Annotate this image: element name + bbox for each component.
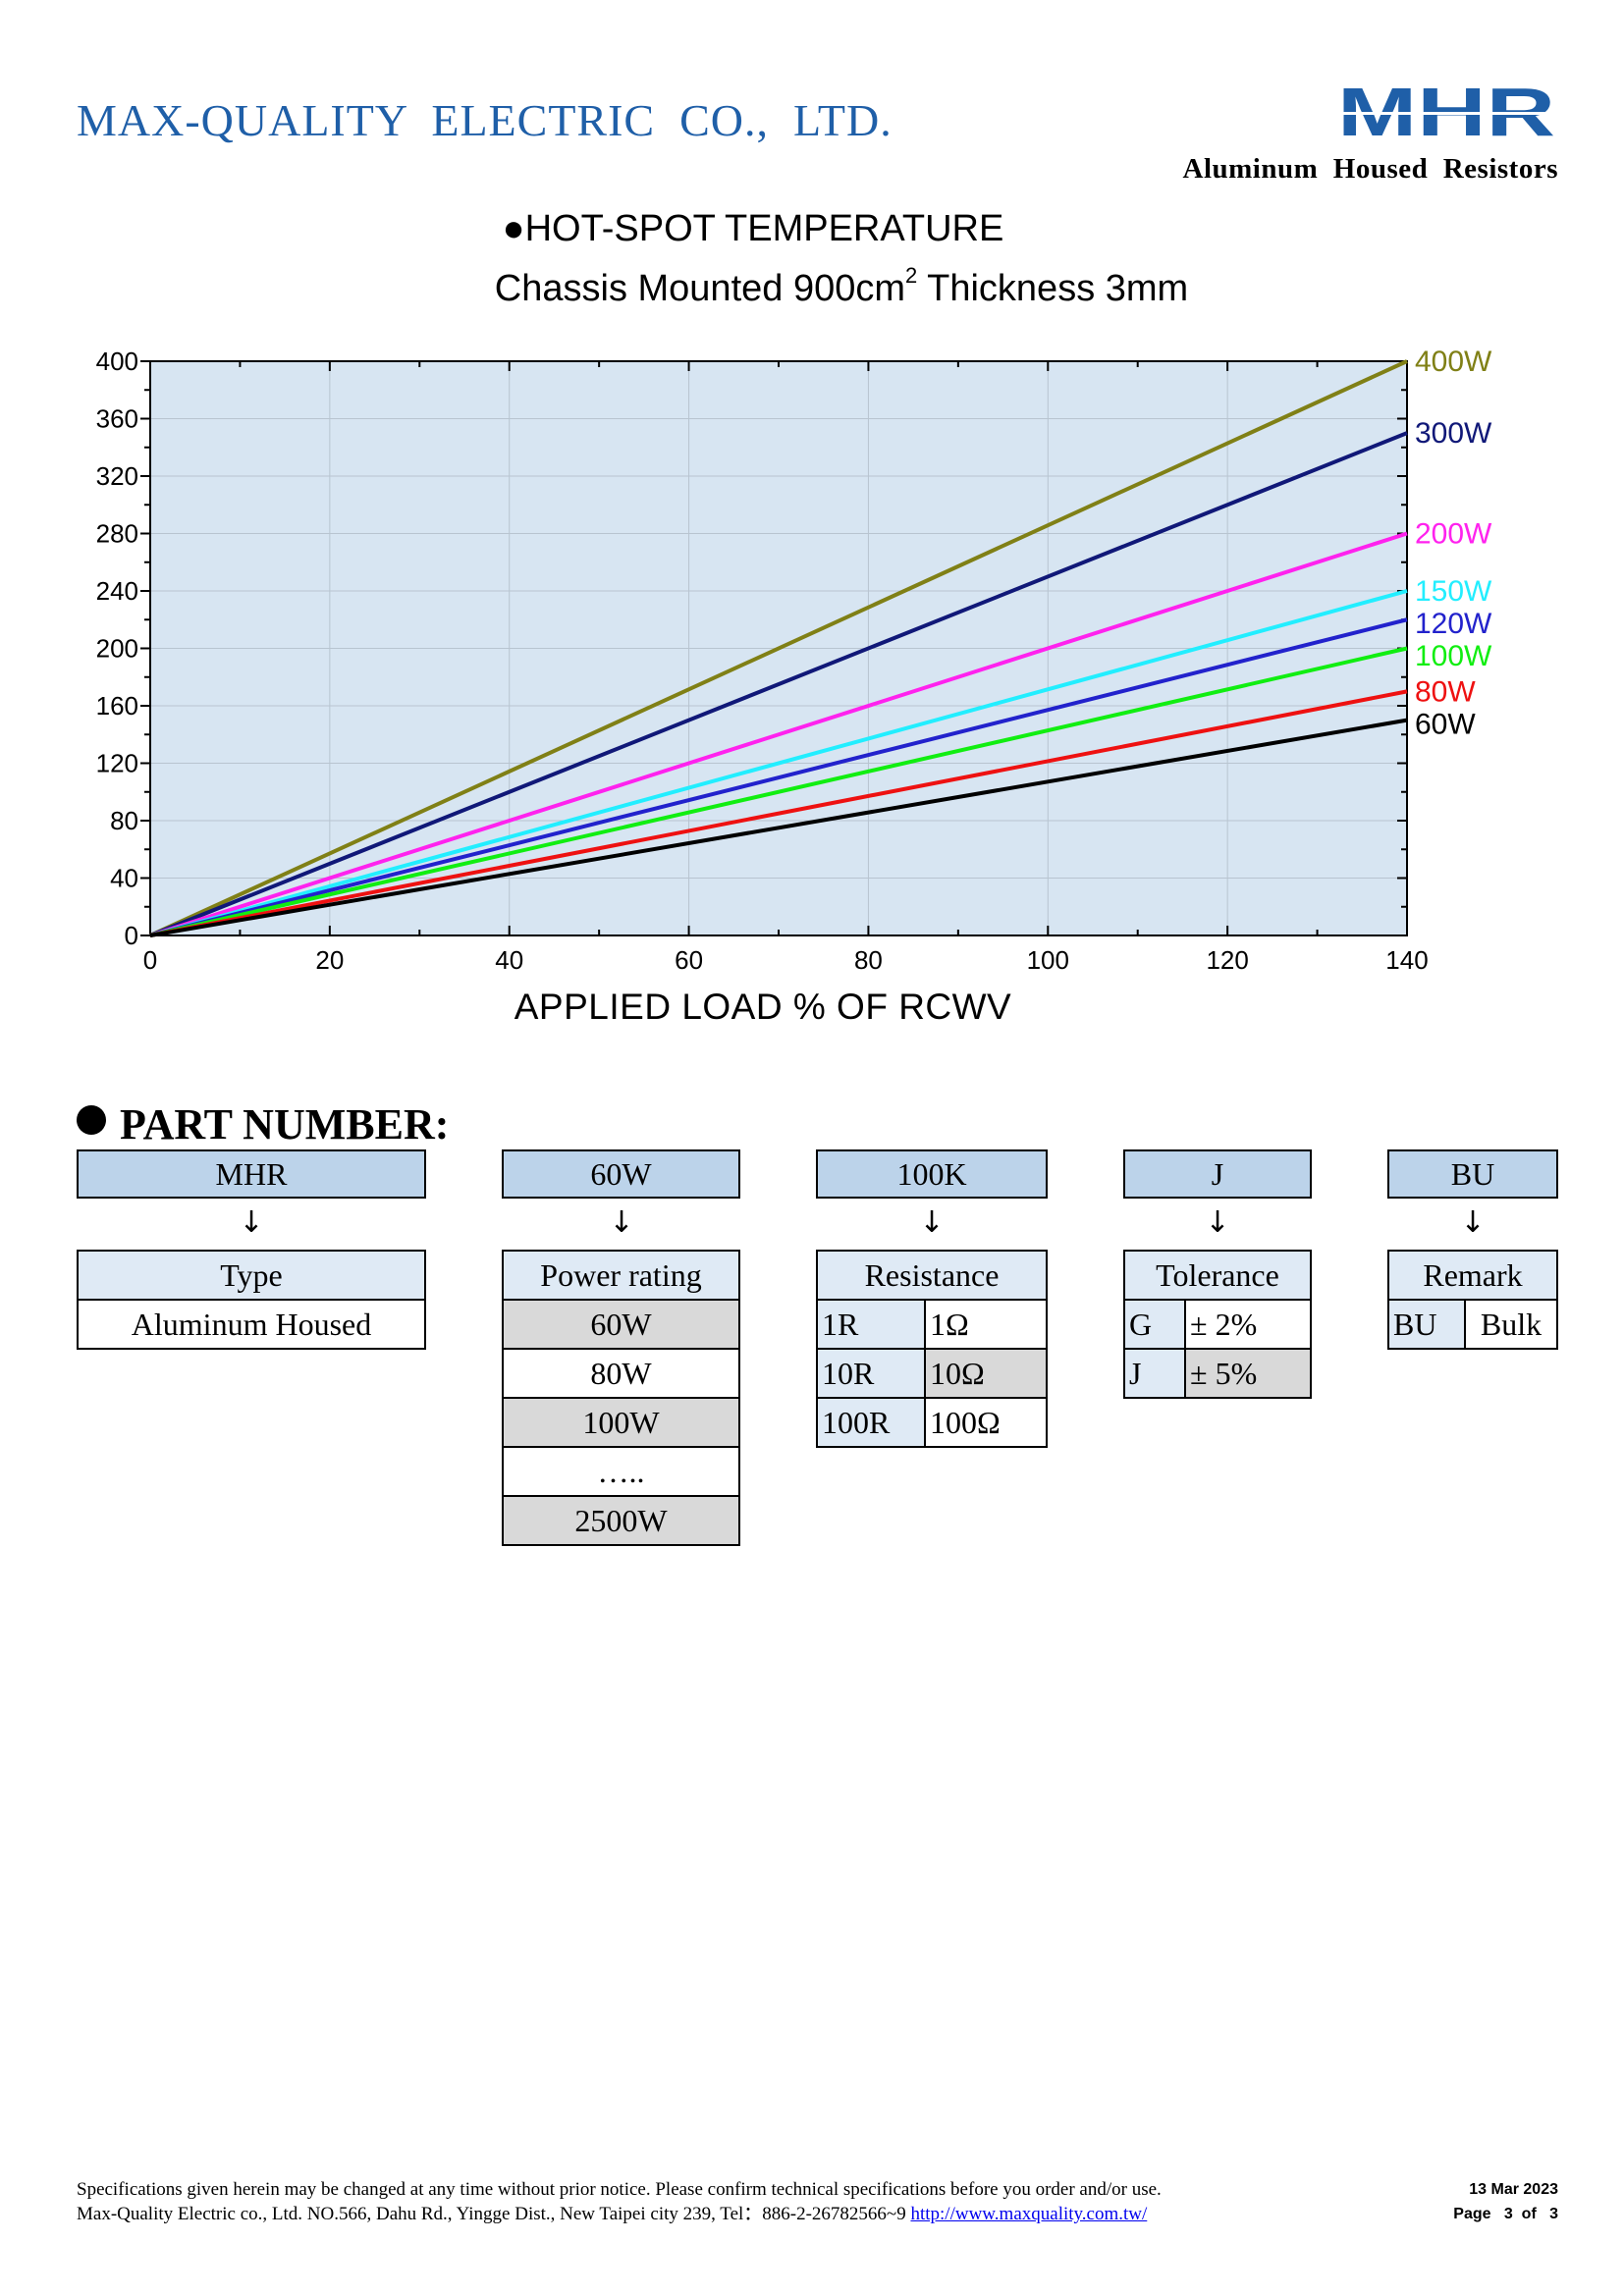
x-tick-label: 140 [1385,945,1428,975]
code-resistance: 100K [816,1149,1048,1199]
chart-title: ●HOT-SPOT TEMPERATURE [502,208,1004,249]
series-line-200w [149,531,1408,937]
arrow-down-icon: ↓ [239,1205,264,1240]
power-rating-table: Power rating 60W 80W 100W ….. 2500W [502,1250,740,1546]
tolerance-table: Tolerance G ± 2% J ± 5% [1123,1250,1312,1399]
series-label-400w: 400W [1415,346,1492,378]
power-value: 60W [502,1299,740,1350]
power-header: Power rating [502,1250,740,1301]
power-value: 2500W [502,1495,740,1546]
arrow-down-icon: ↓ [919,1205,945,1240]
y-tick-label: 0 [125,921,138,950]
chart-subtitle: Chassis Mounted 900cm2 Thickness 3mm [494,263,1189,309]
type-value: Aluminum Housed [77,1299,426,1350]
resistance-value: 100Ω [924,1397,1048,1448]
type-table: Type Aluminum Housed [77,1250,426,1350]
y-tick-label: 40 [110,864,138,893]
resistance-table: Resistance 1R 1Ω 10R 10Ω 100R 100Ω [816,1250,1048,1448]
y-tick-label: 400 [96,347,138,376]
mhr-logo: MHR [1334,84,1558,147]
power-value: 100W [502,1397,740,1448]
resistance-value: 10Ω [924,1348,1048,1399]
resistance-code: 100R [816,1397,926,1448]
tolerance-header: Tolerance [1123,1250,1312,1301]
arrow-down-icon: ↓ [609,1205,634,1240]
footer-meta: 13 Mar 2023 Page 3 of 3 [1453,2177,1558,2226]
resistance-code: 10R [816,1348,926,1399]
y-tick-label: 320 [96,461,138,491]
series-label-120w: 120W [1415,608,1492,640]
series-label-80w: 80W [1415,675,1476,708]
y-tick-label: 120 [96,749,138,778]
series-line-150w [149,589,1408,937]
x-tick-label: 60 [675,945,703,975]
power-value: ….. [502,1446,740,1497]
resistance-header: Resistance [816,1250,1048,1301]
remark-header: Remark [1387,1250,1558,1301]
tolerance-code: G [1123,1299,1186,1350]
y-tick-label: 200 [96,634,138,664]
type-header: Type [77,1250,426,1301]
tolerance-value: ± 5% [1184,1348,1312,1399]
y-tick-label: 360 [96,404,138,434]
footer-line-2: Max-Quality Electric co., Ltd. NO.566, D… [77,2204,911,2224]
series-line-400w [149,359,1408,937]
series-label-300w: 300W [1415,417,1492,450]
arrow-down-icon: ↓ [1460,1205,1486,1240]
series-line-100w [149,646,1408,937]
code-remark: BU [1387,1149,1558,1199]
footer-notice: Specifications given herein may be chang… [77,2177,1162,2226]
remark-table: Remark BU Bulk [1387,1250,1558,1350]
remark-value: Bulk [1464,1299,1558,1350]
x-tick-label: 100 [1027,945,1069,975]
x-axis-label: APPLIED LOAD % OF RCWV [514,987,1012,1027]
series-line-300w [149,431,1408,937]
resistance-code: 1R [816,1299,926,1350]
code-power: 60W [502,1149,740,1199]
series-label-100w: 100W [1415,640,1492,672]
power-value: 80W [502,1348,740,1399]
series-line-60w [149,718,1408,937]
x-tick-label: 0 [143,945,157,975]
x-tick-label: 80 [854,945,883,975]
footer-line-1: Specifications given herein may be chang… [77,2179,1162,2200]
remark-code: BU [1387,1299,1466,1350]
resistance-value: 1Ω [924,1299,1048,1350]
x-tick-label: 40 [495,945,523,975]
x-tick-label: 20 [315,945,344,975]
tolerance-code: J [1123,1348,1186,1399]
company-name: MAX-QUALITY ELECTRIC CO., LTD. [77,95,893,145]
code-type: MHR [77,1149,426,1199]
y-tick-label: 240 [96,576,138,606]
logo-text: MHR [1337,84,1555,147]
series-label-200w: 200W [1415,518,1492,551]
part-number-heading: PART NUMBER: [77,1099,449,1149]
x-tick-label: 120 [1206,945,1248,975]
series-label-150w: 150W [1415,575,1492,608]
code-tolerance: J [1123,1149,1312,1199]
product-tagline: Aluminum Housed Resistors [1182,153,1558,185]
y-tick-label: 280 [96,519,138,549]
y-tick-label: 80 [110,806,138,835]
bullet-icon [77,1105,106,1135]
series-line-120w [149,617,1408,937]
hot-spot-temperature-chart: 0 20 40 60 80 100 120 140 0 40 80 120 160 200 240 280 32… [96,346,1492,975]
page-number: Page 3 of 3 [1453,2206,1558,2222]
y-tick-label: 160 [96,691,138,721]
website-link[interactable]: http://www.maxquality.com.tw/ [910,2204,1148,2224]
series-line-80w [149,689,1408,937]
series-label-60w: 60W [1415,708,1476,740]
arrow-down-icon: ↓ [1205,1205,1230,1240]
footer-date: 13 Mar 2023 [1469,2181,1558,2198]
tolerance-value: ± 2% [1184,1299,1312,1350]
